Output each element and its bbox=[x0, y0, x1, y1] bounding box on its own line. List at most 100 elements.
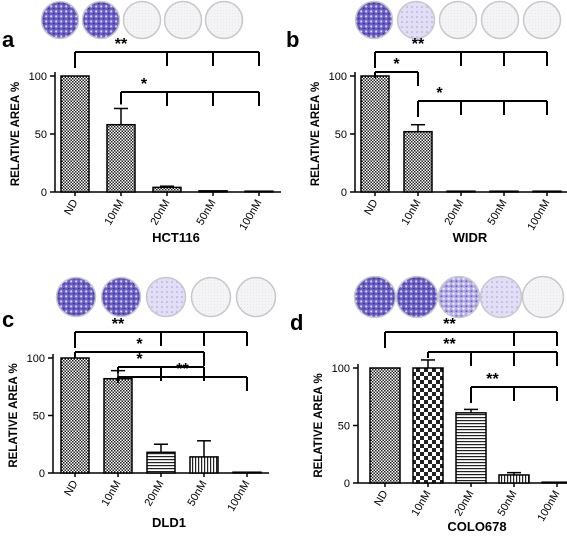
bar-50nM bbox=[189, 456, 219, 474]
bar-20nM bbox=[455, 412, 487, 484]
y-tick-label: 50 bbox=[338, 421, 350, 433]
y-axis-label: RELATIVE AREA % bbox=[10, 82, 22, 186]
significance-label: * bbox=[136, 336, 143, 353]
culture-well bbox=[522, 0, 562, 40]
culture-well bbox=[353, 275, 397, 319]
x-tick-label: ND bbox=[362, 197, 380, 217]
x-tick-label: ND bbox=[62, 478, 80, 498]
x-tick-label: 10nM bbox=[99, 479, 123, 509]
culture-well bbox=[145, 276, 187, 318]
x-tick-label: 50nM bbox=[485, 198, 509, 228]
x-tick-label: ND bbox=[372, 488, 390, 508]
y-tick-label: 50 bbox=[35, 129, 47, 141]
significance-label: * bbox=[436, 85, 443, 102]
y-tick-label: 0 bbox=[41, 187, 47, 199]
bar-ND bbox=[360, 75, 390, 193]
x-tick-label: 50nM bbox=[185, 479, 209, 509]
panel-b: 0 50 100 RELATIVE AREA % ND 10nM 20nM 50nM 100nM… bbox=[310, 0, 567, 245]
y-tick-label: 50 bbox=[33, 411, 45, 423]
significance-label: ** bbox=[443, 336, 456, 353]
bar-100nM bbox=[541, 481, 567, 484]
bar-10nM bbox=[103, 377, 133, 474]
culture-well bbox=[204, 0, 244, 40]
x-tick-label: 10nM bbox=[102, 198, 126, 228]
panel-d: 0 50 100 RELATIVE AREA % ND 10nM 20nM 50nM 100nM… bbox=[313, 275, 567, 534]
bar-100nM bbox=[244, 190, 274, 193]
y-tick-label: 50 bbox=[335, 129, 347, 141]
panel-c: 0 50 100 RELATIVE AREA % ND 10nM 20nM 50nM 100nM… bbox=[8, 276, 277, 530]
bar-50nM bbox=[198, 190, 228, 193]
x-tick-label: 10nM bbox=[409, 489, 433, 519]
culture-well bbox=[122, 0, 162, 40]
culture-well bbox=[55, 276, 97, 318]
culture-well bbox=[190, 276, 232, 318]
x-tick-label: 100nM bbox=[525, 198, 552, 233]
bar-10nM bbox=[412, 367, 444, 484]
y-tick-label: 100 bbox=[29, 71, 47, 83]
x-tick-label: 20nM bbox=[148, 198, 172, 228]
y-tick-label: 100 bbox=[27, 353, 45, 365]
x-tick-label: 100nM bbox=[535, 489, 562, 524]
x-tick-label: 100nM bbox=[237, 198, 264, 233]
significance-label: ** bbox=[443, 316, 456, 333]
panel-a: 0 50 100 RELATIVE AREA % ND 10nM 20nM 50nM 100nM… bbox=[10, 0, 281, 245]
bar-20nM bbox=[152, 186, 182, 193]
x-tick-label: 10nM bbox=[399, 198, 423, 228]
bar-10nM bbox=[403, 130, 433, 193]
x-tick-label: 50nM bbox=[194, 198, 218, 228]
culture-well bbox=[395, 275, 439, 319]
y-tick-label: 100 bbox=[332, 363, 350, 375]
panel-letter-b: b bbox=[286, 27, 299, 52]
culture-well bbox=[235, 276, 277, 318]
culture-well bbox=[437, 275, 481, 319]
culture-well bbox=[354, 0, 394, 40]
culture-well bbox=[479, 275, 523, 319]
significance-label: ** bbox=[112, 316, 125, 333]
significance-label: * bbox=[136, 351, 143, 368]
y-tick-label: 0 bbox=[341, 187, 347, 199]
bar-20nM bbox=[446, 190, 476, 193]
panel-letter-a: a bbox=[2, 27, 15, 52]
bar-ND bbox=[369, 367, 401, 484]
x-tick-label: ND bbox=[62, 197, 80, 217]
x-tick-label: 20nM bbox=[442, 198, 466, 228]
significance-label: ** bbox=[412, 36, 425, 53]
culture-well bbox=[100, 276, 142, 318]
y-tick-label: 0 bbox=[344, 478, 350, 490]
culture-well bbox=[438, 0, 478, 40]
x-tick-label: 20nM bbox=[452, 489, 476, 519]
culture-well bbox=[396, 0, 436, 40]
bar-10nM bbox=[106, 123, 136, 193]
culture-well bbox=[480, 0, 520, 40]
x-axis-title: HCT116 bbox=[152, 230, 200, 245]
bar-50nM bbox=[498, 474, 530, 484]
culture-well bbox=[163, 0, 203, 40]
panel-letter-d: d bbox=[290, 310, 303, 335]
x-axis-title: WIDR bbox=[453, 230, 488, 245]
y-axis-label: RELATIVE AREA % bbox=[310, 82, 322, 186]
culture-well bbox=[40, 0, 80, 40]
x-axis-title: COLO678 bbox=[447, 519, 506, 534]
bar-20nM bbox=[146, 451, 176, 474]
significance-label: ** bbox=[176, 361, 189, 378]
bar-ND bbox=[60, 357, 90, 474]
bar-100nM bbox=[532, 190, 562, 193]
bar-50nM bbox=[489, 190, 519, 193]
culture-well bbox=[81, 0, 121, 40]
y-axis-label: RELATIVE AREA % bbox=[313, 373, 325, 477]
significance-label: ** bbox=[115, 36, 128, 53]
culture-well bbox=[521, 275, 565, 319]
x-tick-label: 50nM bbox=[495, 489, 519, 519]
significance-label: * bbox=[393, 56, 400, 73]
panel-letter-c: c bbox=[2, 307, 14, 332]
x-tick-label: 100nM bbox=[225, 479, 252, 514]
bar-100nM bbox=[232, 471, 262, 474]
bar-ND bbox=[60, 75, 90, 193]
x-tick-label: 20nM bbox=[142, 479, 166, 509]
y-tick-label: 0 bbox=[39, 468, 45, 480]
y-tick-label: 100 bbox=[329, 71, 347, 83]
y-axis-label: RELATIVE AREA % bbox=[8, 363, 20, 467]
x-axis-title: DLD1 bbox=[152, 515, 186, 530]
significance-label: ** bbox=[486, 371, 499, 388]
